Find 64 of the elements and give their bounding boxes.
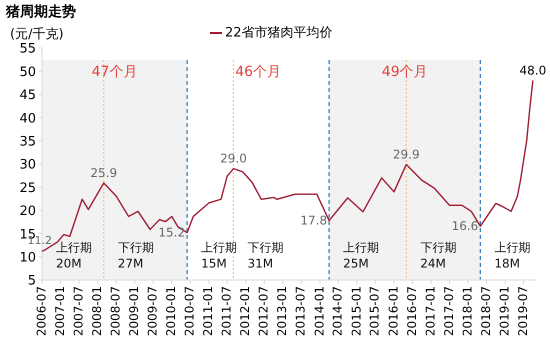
annotation: 16.6	[452, 219, 478, 234]
annotation: 29.0	[220, 152, 247, 166]
annotation: 上行期	[494, 240, 530, 254]
y-tick-label: 35	[19, 134, 36, 150]
x-tick-label: 2017-01	[423, 286, 438, 336]
annotation: 27M	[118, 256, 144, 270]
x-tick-label: 2009-07	[145, 286, 160, 336]
x-tick-label: 2011-01	[201, 286, 216, 336]
x-tick-label: 2014-01	[312, 286, 326, 336]
x-tick-label: 2009-01	[127, 286, 142, 336]
annotation: 49个月	[382, 64, 428, 80]
annotation: 47个月	[92, 64, 138, 80]
x-tick-label: 2010-01	[164, 286, 178, 336]
x-tick-label: 2013-01	[275, 286, 290, 336]
x-tick-label: 2006-07	[34, 286, 48, 336]
x-tick-label: 2016-01	[386, 286, 400, 336]
x-tick-label: 2016-07	[404, 286, 419, 336]
x-tick-label: 2015-01	[349, 286, 364, 336]
annotation: 15M	[201, 256, 227, 270]
annotation: 46个月	[235, 64, 282, 80]
annotation: 25.9	[90, 166, 118, 180]
x-tick-label: 2019-07	[516, 286, 530, 336]
x-tick-label: 2012-01	[238, 286, 252, 336]
x-tick-label: 2018-01	[460, 286, 474, 336]
x-tick-label: 2011-07	[219, 286, 234, 336]
x-tick-label: 2017-07	[442, 286, 456, 336]
y-tick-label: 25	[19, 180, 36, 196]
annotation: 25M	[343, 256, 369, 270]
y-tick-label: 20	[19, 204, 36, 220]
x-tick-label: 2019-01	[497, 286, 512, 336]
annotation: 18M	[494, 256, 520, 270]
annotation: 15.2	[158, 226, 186, 240]
annotation: 48.0	[519, 63, 546, 78]
annotation: 29.9	[392, 147, 420, 162]
annotation: 31M	[247, 256, 274, 270]
x-tick-label: 2007-01	[52, 286, 67, 336]
x-tick-label: 2008-07	[108, 286, 122, 336]
y-tick-label: 45	[19, 88, 36, 104]
annotation: 下行期	[420, 240, 456, 254]
y-tick-label: 55	[19, 42, 36, 57]
annotation: 下行期	[118, 240, 154, 254]
y-tick-label: 5	[28, 274, 36, 289]
x-tick-label: 2012-07	[256, 286, 271, 336]
annotation: 24M	[420, 256, 446, 270]
x-tick-label: 2008-01	[90, 286, 104, 336]
x-tick-label: 2015-07	[368, 286, 382, 336]
annotation: 下行期	[247, 240, 284, 254]
x-tick-label: 2018-07	[478, 286, 493, 336]
y-tick-label: 40	[19, 111, 36, 126]
y-axis-title: (元/千克)	[10, 27, 64, 42]
x-tick-label: 2007-07	[71, 286, 86, 336]
annotation: 17.8	[300, 214, 328, 228]
y-tick-label: 30	[19, 158, 36, 173]
legend-label: 22省市猪肉平均价	[225, 26, 333, 41]
annotation: 上行期	[56, 240, 92, 254]
x-tick-label: 2013-07	[294, 286, 308, 336]
annotation: 上行期	[343, 240, 380, 254]
chart-title: 猪周期走势	[5, 4, 76, 20]
x-tick-label: 2010-07	[182, 286, 196, 336]
y-tick-label: 10	[19, 250, 36, 266]
annotation: 20M	[56, 256, 82, 270]
x-tick-label: 2014-07	[330, 286, 345, 336]
y-tick-label: 50	[19, 64, 36, 80]
annotation: 上行期	[201, 240, 238, 254]
